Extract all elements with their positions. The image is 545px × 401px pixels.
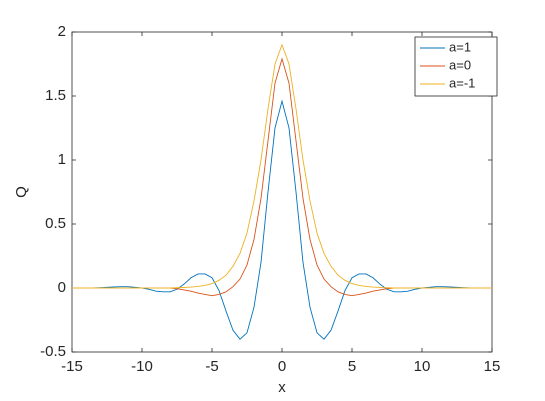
legend-label: a=1 xyxy=(449,39,471,54)
y-tick-label: -0.5 xyxy=(40,343,66,360)
series-line xyxy=(72,99,492,340)
y-tick-label: 2 xyxy=(58,23,66,40)
x-tick-label: -15 xyxy=(61,358,83,375)
y-tick-label: 0 xyxy=(58,279,66,296)
legend-box xyxy=(414,36,498,97)
y-tick-label: 1.5 xyxy=(45,87,66,104)
x-tick-label: 10 xyxy=(414,358,431,375)
x-axis-label: x xyxy=(278,379,286,396)
x-tick-label: -10 xyxy=(131,358,153,375)
series-line xyxy=(72,43,492,289)
x-tick-label: 5 xyxy=(348,358,356,375)
y-axis-label: Q xyxy=(13,186,30,198)
legend-label: a=0 xyxy=(449,57,471,72)
x-tick-label: -5 xyxy=(205,358,218,375)
legend-label: a=-1 xyxy=(449,75,475,90)
y-tick-label: 1 xyxy=(58,151,66,168)
x-tick-label: 15 xyxy=(484,358,501,375)
y-tick-label: 0.5 xyxy=(45,215,66,232)
x-tick-label: 0 xyxy=(278,358,286,375)
